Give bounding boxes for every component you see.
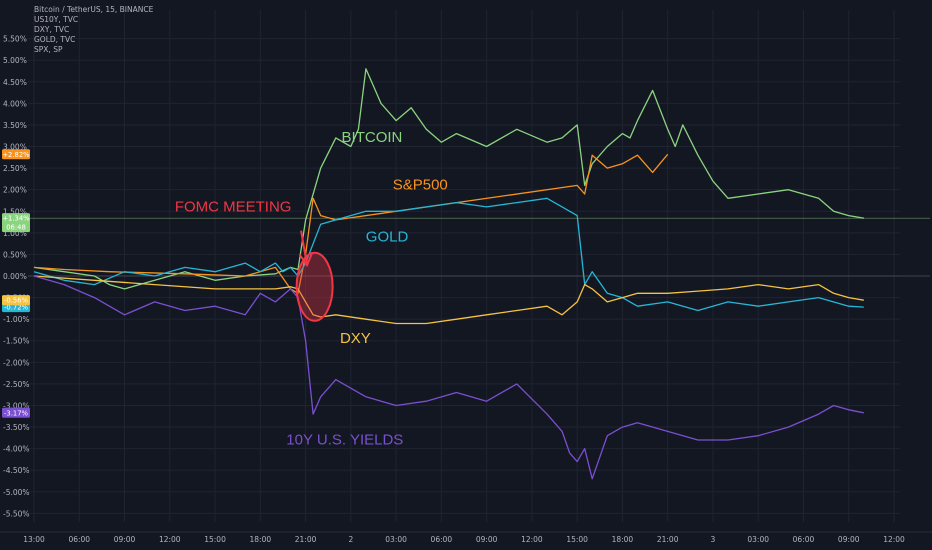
y-tick-label: -5.00%: [3, 488, 30, 497]
y-tick-label: -4.50%: [3, 466, 30, 475]
annotation-bitcoin: BITCOIN: [342, 129, 403, 146]
symbol-legend: Bitcoin / TetherUS, 15, BINANCE US10Y, T…: [34, 5, 153, 55]
y-tick-label: 0.50%: [3, 250, 27, 259]
y-tick-label: -5.50%: [3, 509, 30, 518]
x-tick-label: 09:00: [838, 535, 860, 544]
x-tick-label: 12:00: [159, 535, 181, 544]
price-tag-s-p500: [2, 149, 30, 160]
annotation-gold: GOLD: [366, 228, 409, 245]
price-tag-label-gold: -0.72%: [4, 304, 29, 312]
y-tick-label: -4.00%: [3, 445, 30, 454]
y-tick-label: 2.00%: [3, 186, 27, 195]
annotation-s-p500: S&P500: [393, 177, 448, 194]
x-tick-label: 2: [348, 535, 353, 544]
legend-bitcoin[interactable]: Bitcoin / TetherUS, 15, BINANCE: [34, 5, 154, 14]
y-tick-label: -3.00%: [3, 401, 30, 410]
x-tick-label: 09:00: [476, 535, 498, 544]
price-tag-label-10y-u-s-yields: -3.17%: [4, 409, 29, 417]
y-tick-label: 3.00%: [3, 143, 27, 152]
price-tag-label-s-p500: +2.82%: [2, 151, 30, 159]
series-line-s-p500: [33, 153, 669, 294]
fomc-arrow-shaft: [300, 230, 309, 266]
price-tag-dxy: [2, 295, 30, 306]
x-tick-label: 06:00: [793, 535, 815, 544]
y-tick-label: 4.50%: [3, 78, 27, 87]
annotation-10y-u-s-yields: 10Y U.S. YIELDS: [286, 431, 403, 448]
y-tick-label: 1.50%: [3, 207, 27, 216]
x-tick-label: 12:00: [521, 535, 543, 544]
series-line-gold: [33, 197, 864, 312]
legend-spx[interactable]: SPX, SP: [34, 45, 63, 54]
x-tick-label: 03:00: [747, 535, 769, 544]
price-tag-10y-u-s-yields: [2, 407, 30, 418]
y-tick-label: -2.00%: [3, 358, 30, 367]
y-tick-label: -1.50%: [3, 337, 30, 346]
y-tick-label: 5.50%: [3, 35, 27, 44]
x-tick-label: 09:00: [114, 535, 136, 544]
series-line-10y-u-s-yields: [33, 275, 864, 480]
y-tick-label: 4.00%: [3, 99, 27, 108]
x-tick-label: 3: [711, 535, 716, 544]
x-tick-label: 15:00: [566, 535, 588, 544]
x-tick-label: 03:00: [385, 535, 407, 544]
y-tick-label: 0.00%: [3, 272, 27, 281]
price-tag-bitcoin: [2, 213, 30, 233]
legend-dxy[interactable]: DXY, TVC: [34, 25, 70, 34]
y-tick-label: -1.00%: [3, 315, 30, 324]
x-tick-label: 13:00: [23, 535, 45, 544]
y-tick-label: -2.50%: [3, 380, 30, 389]
legend-gold[interactable]: GOLD, TVC: [34, 35, 76, 44]
y-tick-label: 5.00%: [3, 56, 27, 65]
x-tick-label: 18:00: [250, 535, 272, 544]
fomc-highlight-ellipse: [295, 251, 334, 322]
annotation-dxy: DXY: [340, 330, 371, 347]
annotation-fomc-meeting: FOMC MEETING: [175, 198, 292, 215]
x-tick-label: 18:00: [612, 535, 634, 544]
x-tick-label: 21:00: [657, 535, 679, 544]
x-tick-label: 21:00: [295, 535, 317, 544]
x-tick-label: 06:00: [68, 535, 90, 544]
price-tag-label-dxy: -0.56%: [4, 297, 29, 305]
x-tick-label: 15:00: [204, 535, 226, 544]
fomc-arrow-head: [298, 251, 314, 268]
x-tick-label: 06:00: [431, 535, 453, 544]
price-tag-countdown: 06:48: [6, 224, 26, 232]
y-tick-label: -3.50%: [3, 423, 30, 432]
y-tick-label: 1.00%: [3, 229, 27, 238]
y-tick-label: 3.50%: [3, 121, 27, 130]
y-tick-label: 2.50%: [3, 164, 27, 173]
x-tick-label: 12:00: [883, 535, 905, 544]
legend-us10y[interactable]: US10Y, TVC: [34, 15, 79, 24]
price-tag-label-bitcoin: +1.34%: [2, 215, 30, 223]
series-line-dxy: [33, 275, 864, 325]
